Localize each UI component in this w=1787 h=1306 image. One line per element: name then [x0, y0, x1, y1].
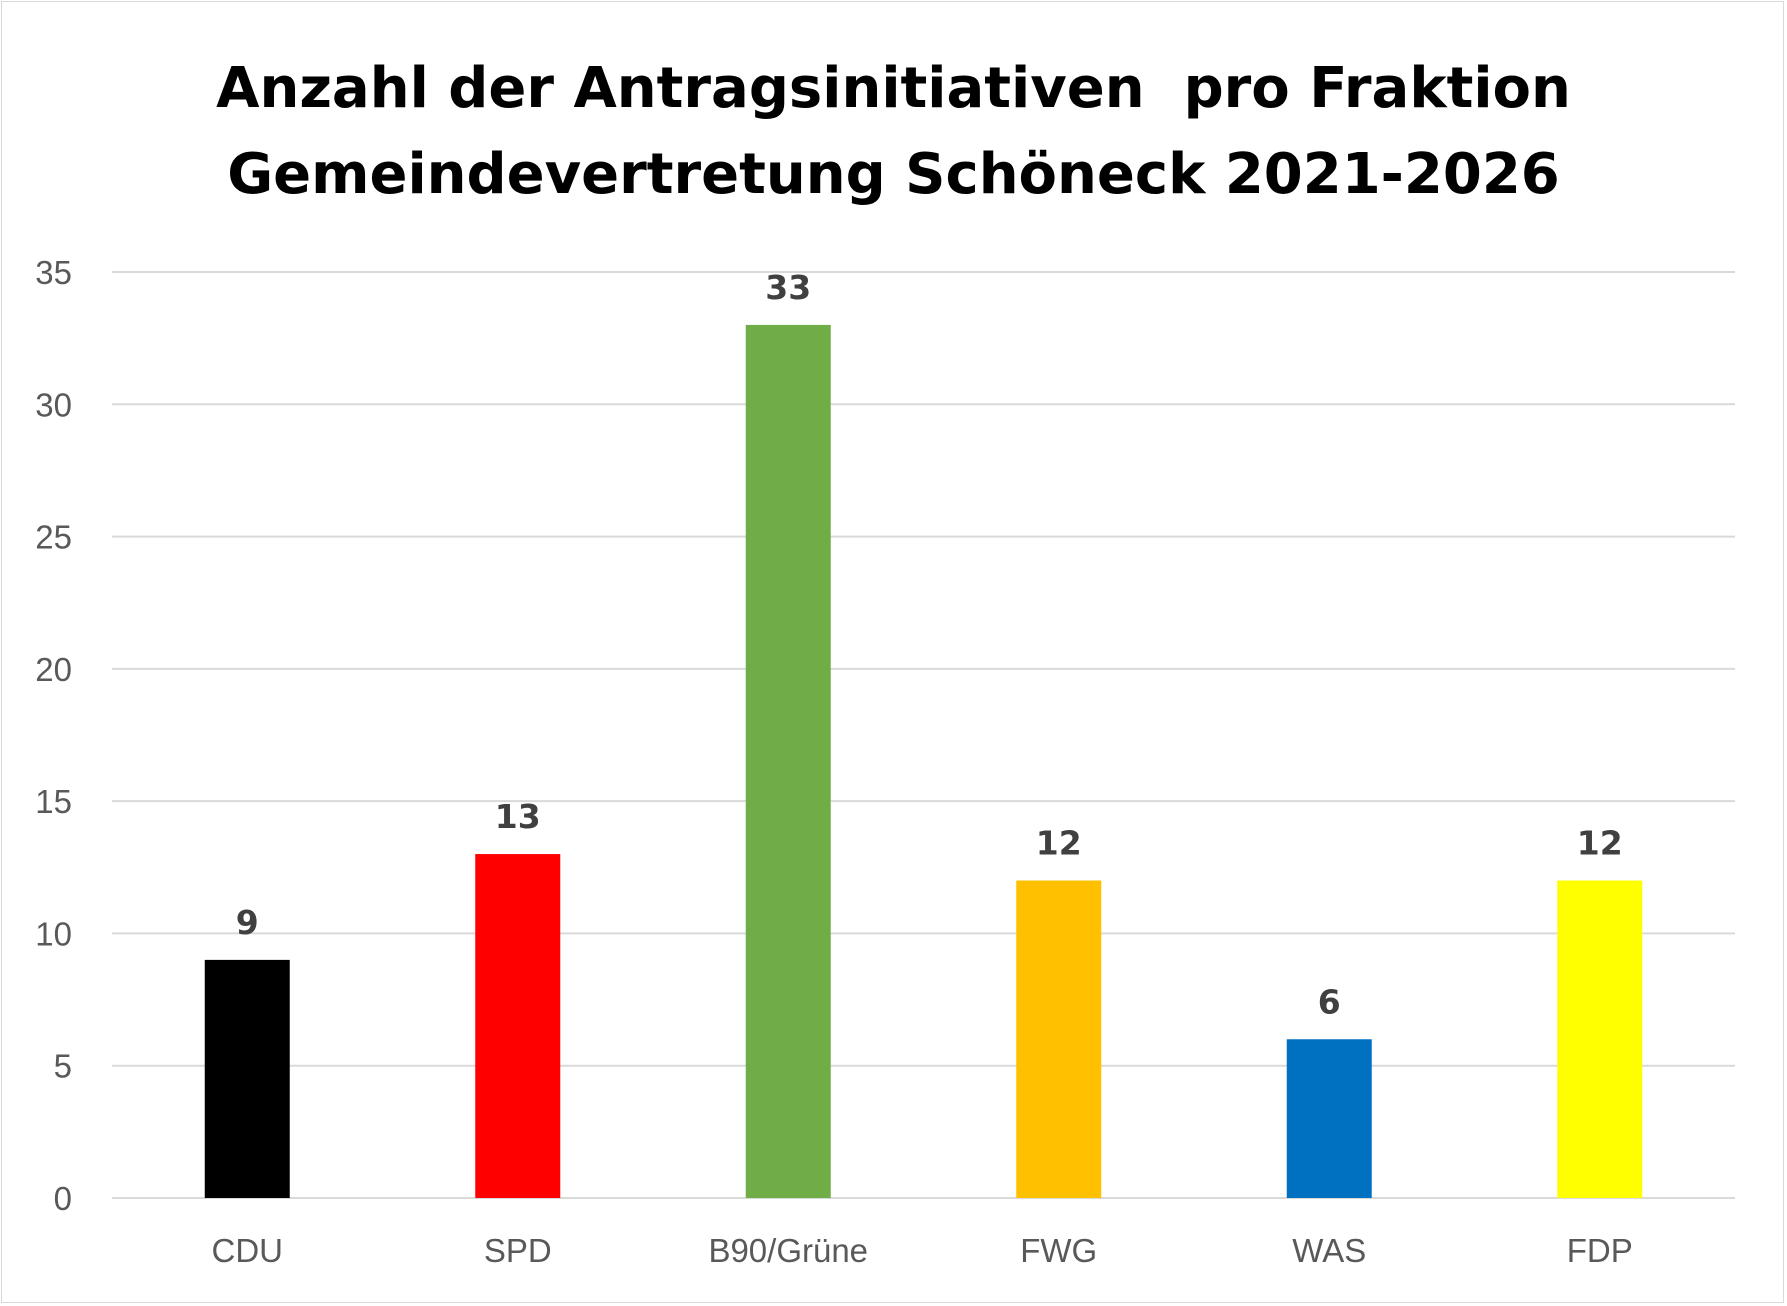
y-tick-label-15: 15 — [35, 783, 72, 820]
chart-title-line-2: Gemeindevertretung Schöneck 2021-2026 — [227, 142, 1560, 207]
x-axis-categories: CDU SPD B90/Grüne FWG WAS FDP — [212, 1232, 1633, 1269]
bar-was — [1286, 1039, 1372, 1198]
data-label-fwg: 12 — [1036, 824, 1082, 863]
y-tick-label-0: 0 — [54, 1180, 72, 1217]
y-tick-label-10: 10 — [35, 915, 72, 952]
data-label-cdu: 9 — [236, 903, 259, 942]
y-tick-label-30: 30 — [35, 386, 72, 423]
y-tick-label-5: 5 — [54, 1048, 72, 1085]
bar-fwg — [1016, 880, 1102, 1198]
x-category-label-cdu: CDU — [212, 1232, 284, 1269]
data-label-spd: 13 — [495, 797, 541, 836]
x-category-label-spd: SPD — [484, 1232, 552, 1269]
chart-title: Anzahl der Antragsinitiativen pro Frakti… — [0, 46, 1787, 218]
gridlines — [112, 271, 1735, 1199]
bars — [204, 324, 1643, 1198]
data-label-b90-gr-ne: 33 — [765, 268, 811, 307]
x-category-label-fwg: FWG — [1020, 1232, 1097, 1269]
bar-b90-gr-ne — [745, 324, 831, 1198]
bar-fdp — [1557, 880, 1643, 1198]
bar-cdu — [204, 959, 290, 1198]
y-axis-ticks: 0 5 10 15 20 25 30 35 — [35, 254, 72, 1217]
x-category-label-fdp: FDP — [1567, 1232, 1633, 1269]
x-category-label-was: WAS — [1292, 1232, 1366, 1269]
y-tick-label-35: 35 — [35, 254, 72, 291]
data-label-fdp: 12 — [1577, 824, 1623, 863]
x-category-label-b90-gr-ne: B90/Grüne — [708, 1232, 868, 1269]
y-tick-label-20: 20 — [35, 651, 72, 688]
data-labels: 9 13 33 12 6 12 — [236, 268, 1623, 1021]
data-label-was: 6 — [1318, 982, 1341, 1021]
chart-title-line-1: Anzahl der Antragsinitiativen pro Frakti… — [216, 56, 1571, 121]
bar-spd — [475, 854, 561, 1198]
y-tick-label-25: 25 — [35, 519, 72, 556]
